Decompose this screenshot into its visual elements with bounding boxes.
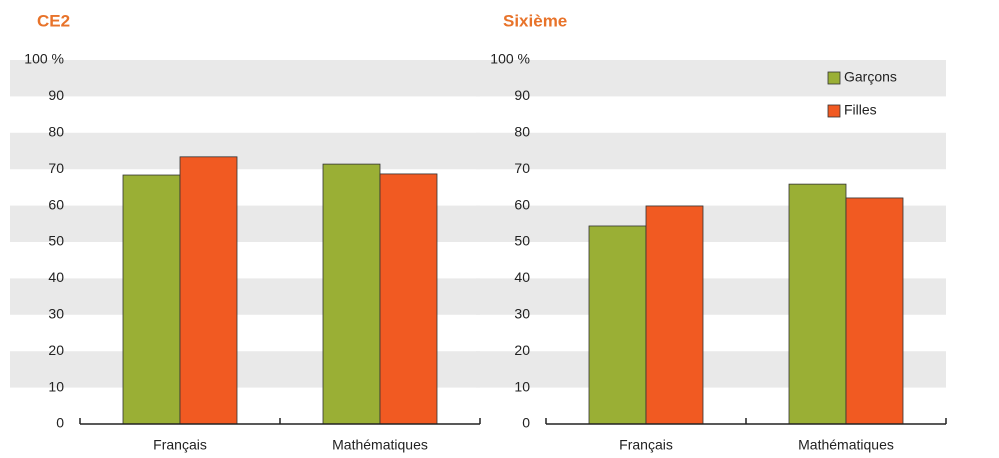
bar [788, 183, 847, 425]
y-tick-label: 50 [514, 233, 530, 249]
bar [588, 225, 647, 425]
bar [322, 163, 381, 425]
bar [645, 205, 704, 425]
y-tick-label: 100 % [490, 51, 530, 67]
grid-band [10, 60, 480, 97]
y-tick-label: 90 [514, 87, 530, 103]
legend-label: Garçons [844, 69, 897, 85]
x-tick-label: Mathématiques [332, 437, 428, 453]
chart-title: CE2 [37, 11, 70, 30]
legend-label: Filles [844, 102, 877, 118]
y-tick-label: 30 [48, 306, 64, 322]
y-tick-label: 0 [522, 415, 530, 431]
x-tick-label: Mathématiques [798, 437, 894, 453]
bar [845, 197, 904, 425]
grid-band [476, 132, 946, 170]
y-tick-label: 80 [514, 124, 530, 140]
y-tick-label: 40 [514, 269, 530, 285]
x-tick-label: Français [619, 437, 673, 453]
grid-band [476, 60, 946, 97]
x-tick-label: Français [153, 437, 207, 453]
y-tick-label: 20 [514, 342, 530, 358]
y-tick-label: 70 [514, 160, 530, 176]
bar [379, 173, 438, 425]
y-tick-label: 100 % [24, 51, 64, 67]
chart-title: Sixième [503, 11, 567, 30]
bar [122, 174, 181, 425]
y-tick-label: 40 [48, 269, 64, 285]
y-tick-label: 10 [48, 378, 64, 394]
bar [179, 156, 238, 425]
grid-band [10, 132, 480, 170]
y-tick-label: 60 [48, 196, 64, 212]
y-tick-label: 70 [48, 160, 64, 176]
y-tick-label: 0 [56, 415, 64, 431]
y-tick-label: 30 [514, 306, 530, 322]
y-tick-label: 80 [48, 124, 64, 140]
y-tick-label: 10 [514, 378, 530, 394]
y-tick-label: 20 [48, 342, 64, 358]
y-tick-label: 60 [514, 196, 530, 212]
legend-swatch [827, 104, 841, 118]
y-tick-label: 90 [48, 87, 64, 103]
legend-swatch [827, 71, 841, 85]
y-tick-label: 50 [48, 233, 64, 249]
